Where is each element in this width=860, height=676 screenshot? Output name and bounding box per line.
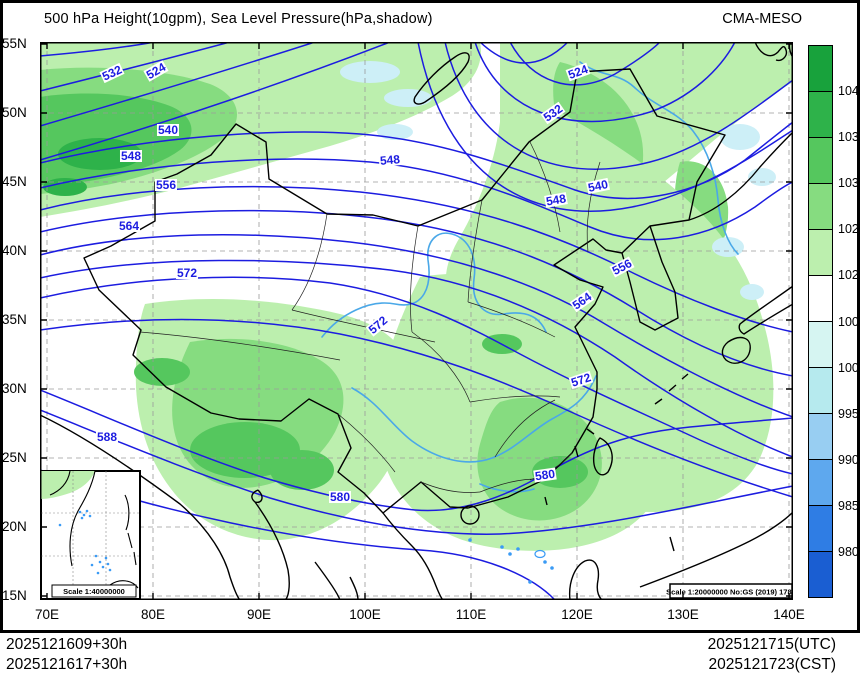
- river-pearl: [479, 483, 535, 493]
- myanmar-coast: [251, 489, 359, 601]
- scs-island-dots: [468, 538, 554, 584]
- graticule: [40, 42, 793, 600]
- lon-tick-label: 70E: [34, 607, 60, 622]
- colorbar-segment: [809, 183, 832, 229]
- colorbar-segment: [809, 459, 832, 505]
- colorbar-tick-label: 1025: [838, 222, 860, 237]
- lat-tick-label: 25N: [2, 450, 27, 465]
- luzon: [568, 559, 603, 601]
- colorbar-tick-label: 1000: [838, 360, 860, 375]
- lat-tick-label: 35N: [2, 312, 27, 327]
- lat-tick-label: 15N: [2, 588, 27, 603]
- ryukyu-islands: [544, 373, 689, 552]
- valid-time-utc: 2025121715(UTC): [707, 636, 836, 653]
- river-amur: [579, 61, 739, 255]
- japan-kyushu: [721, 336, 751, 364]
- map-svg: Scale 1:40000000 Scale 1:20000000 No:GS …: [39, 41, 796, 601]
- lon-tick-label: 140E: [773, 607, 805, 622]
- lon-tick-label: 90E: [246, 607, 272, 622]
- lat-tick-label: 20N: [2, 519, 27, 534]
- inset-scale-label: Scale 1:40000000: [63, 587, 125, 596]
- colorbar-tick-label: 980: [838, 544, 859, 559]
- map-canvas: Scale 1:40000000 Scale 1:20000000 No:GS …: [39, 41, 796, 601]
- colorbar-tick-label: 985: [838, 498, 859, 513]
- colorbar-segment: [809, 413, 832, 459]
- colorbar-segment: [809, 91, 832, 137]
- colorbar-segment: [809, 46, 832, 91]
- lat-tick-label: 55N: [2, 36, 27, 51]
- colorbar-segment: [809, 321, 832, 367]
- lat-tick-label: 30N: [2, 381, 27, 396]
- colorbar-segment: [809, 229, 832, 275]
- colorbar-tick-label: 990: [838, 452, 859, 467]
- colorbar-segment: [809, 137, 832, 183]
- river-yangtze: [351, 375, 597, 463]
- chart-title: 500 hPa Height(10gpm), Sea Level Pressur…: [44, 11, 433, 27]
- valid-time-cst: 2025121723(CST): [708, 656, 836, 673]
- luzon-north-coast: [639, 511, 794, 588]
- init-time-utc: 2025121609+30h: [6, 636, 128, 653]
- hainan: [460, 505, 480, 525]
- colorbar-segment: [809, 367, 832, 413]
- colorbar-segment: [809, 275, 832, 321]
- init-time-cst: 2025121617+30h: [6, 656, 128, 673]
- korea-coast: [621, 225, 679, 331]
- lon-tick-label: 80E: [140, 607, 166, 622]
- province-borders: [139, 141, 601, 493]
- scale-note-box: Scale 1:20000000 No:GS (2019) 1786: [666, 583, 796, 599]
- lat-tick-label: 50N: [2, 105, 27, 120]
- colorbar-segment: [809, 551, 832, 597]
- india-coast: [39, 414, 241, 601]
- china-border: [83, 68, 726, 514]
- colorbar-segment: [809, 505, 832, 551]
- coastlines-borders: [39, 41, 794, 601]
- primorye-coast: [688, 131, 794, 221]
- vietnam-coast: [382, 512, 444, 601]
- inset-island-dots: [58, 509, 112, 575]
- lat-tick-label: 45N: [2, 174, 27, 189]
- colorbar-tick-label: 1020: [838, 268, 860, 283]
- lon-tick-label: 120E: [561, 607, 593, 622]
- model-name: CMA-MESO: [722, 11, 802, 27]
- map-border: [40, 42, 793, 600]
- lat-tick-label: 40N: [2, 243, 27, 258]
- inset-map: Scale 1:40000000: [40, 470, 141, 600]
- taiwan: [593, 437, 613, 476]
- lon-tick-label: 100E: [349, 607, 381, 622]
- lon-tick-label: 110E: [455, 607, 487, 622]
- lon-tick-label: 130E: [667, 607, 699, 622]
- height-contours: [39, 41, 794, 601]
- colorbar-tick-label: 1030: [838, 176, 860, 191]
- cyan-slp-patches: [340, 61, 776, 300]
- colorbar-tick-label: 1005: [838, 314, 860, 329]
- colorbar-tick-label: 1040: [838, 84, 860, 99]
- scale-note-label: Scale 1:20000000 No:GS (2019) 1786: [666, 588, 793, 597]
- axis-ticks: [40, 42, 793, 600]
- colorbar: [808, 45, 833, 598]
- colorbar-tick-label: 995: [838, 406, 859, 421]
- lake-baikal: [413, 52, 470, 105]
- colorbar-tick-label: 1035: [838, 130, 860, 145]
- japan-honshu: [738, 285, 794, 335]
